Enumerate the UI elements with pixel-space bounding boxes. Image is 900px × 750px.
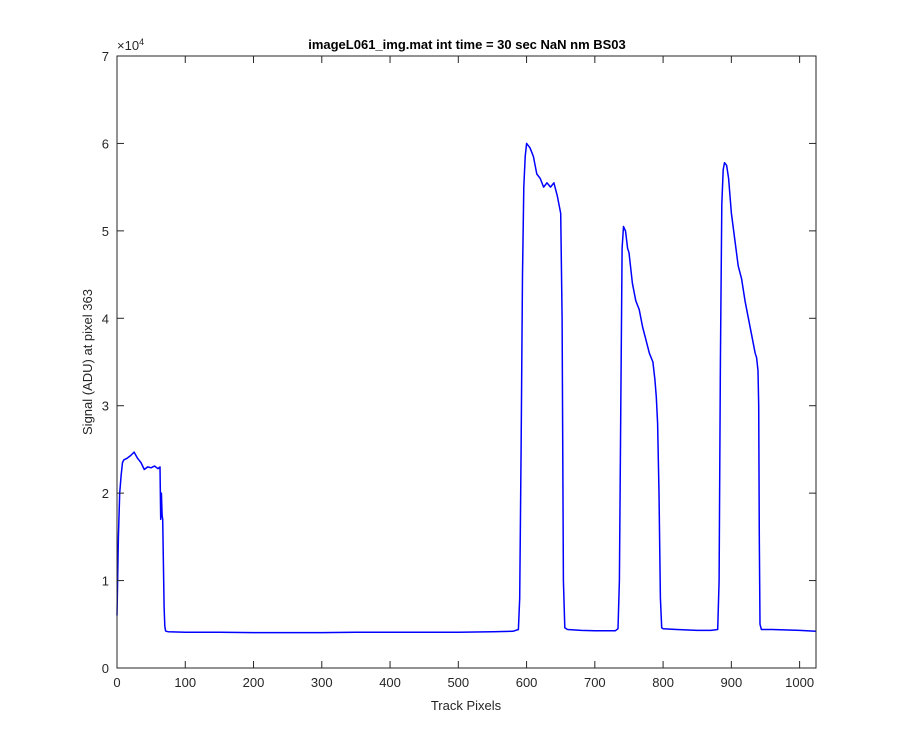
x-tick-label: 1000 (785, 675, 814, 690)
y-tick-label: 7 (102, 49, 109, 64)
y-tick-label: 5 (102, 224, 109, 239)
axis-ticks (116, 55, 816, 669)
y-tick-label: 4 (102, 311, 109, 326)
series-line-0 (116, 142, 817, 634)
x-tick-label: 800 (652, 675, 674, 690)
y-tick-label: 6 (102, 136, 109, 151)
x-tick-label: 500 (447, 675, 469, 690)
x-axis-tick-labels: 0 100 200 300 400 500 600 700 800 900 1000 (113, 675, 814, 690)
svg-text:×104: ×104 (117, 37, 144, 53)
x-tick-label: 400 (379, 675, 401, 690)
y-tick-label: 1 (102, 574, 109, 589)
axes-box (116, 55, 817, 669)
x-tick-label: 600 (516, 675, 538, 690)
y-tick-label: 2 (102, 486, 109, 501)
y-tick-label: 3 (102, 399, 109, 414)
y-axis-tick-labels: 0 1 2 3 4 5 6 7 (102, 49, 109, 676)
x-axis-title: Track Pixels (431, 698, 502, 713)
x-tick-label: 0 (113, 675, 120, 690)
x-tick-label: 300 (311, 675, 333, 690)
x-tick-label: 700 (584, 675, 606, 690)
x-tick-label: 100 (174, 675, 196, 690)
y-axis-title: Signal (ADU) at pixel 363 (80, 289, 95, 435)
chart-title: imageL061_img.mat int time = 30 sec NaN … (308, 37, 626, 52)
x-tick-label: 200 (243, 675, 265, 690)
data-line-layer (116, 142, 817, 634)
y-tick-label: 0 (102, 661, 109, 676)
x-tick-label: 900 (721, 675, 743, 690)
y-axis-exponent-label: ×104 (117, 37, 144, 53)
